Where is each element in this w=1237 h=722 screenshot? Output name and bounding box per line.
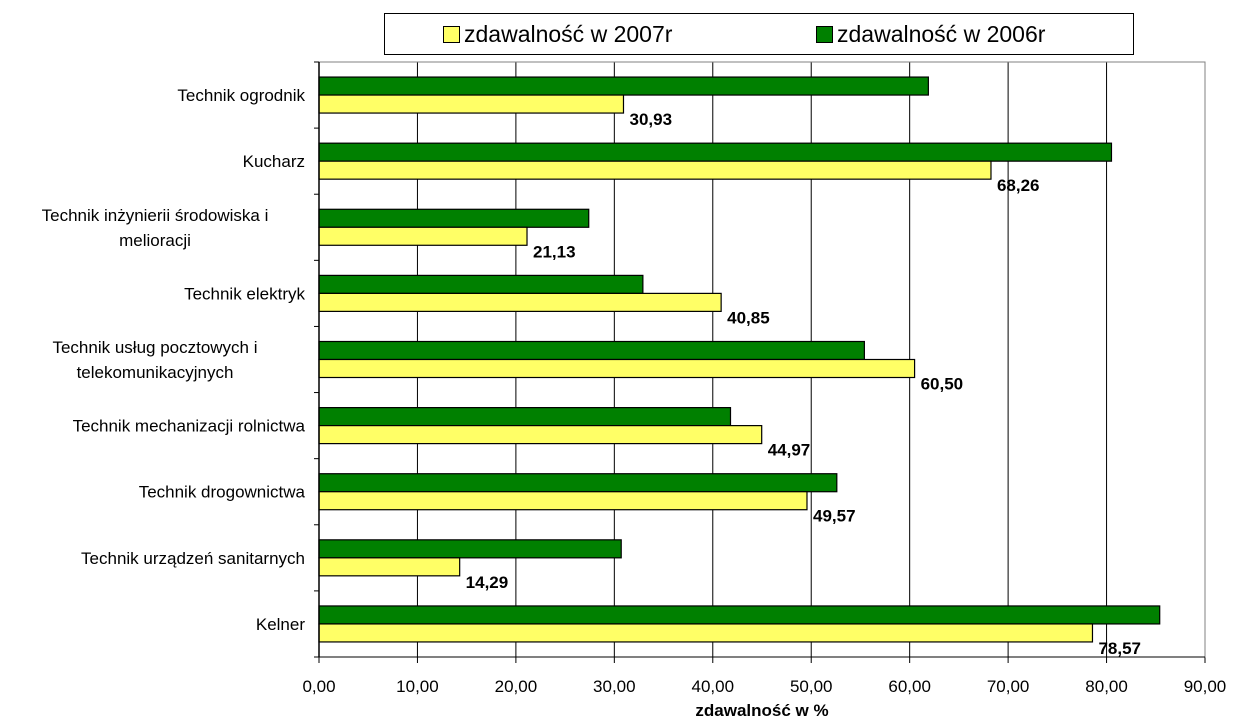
bar-2006 (318, 208, 590, 228)
axes (314, 61, 1206, 663)
bar-2007 (318, 94, 625, 114)
x-tick-label: 0,00 (302, 677, 335, 696)
data-label-2007: 21,13 (533, 242, 576, 261)
legend-item-2007: zdawalność w 2007r (443, 21, 672, 47)
bar-2007 (318, 557, 461, 577)
bar-2007 (318, 226, 528, 246)
bar-2007 (318, 358, 916, 379)
x-tick-label: 50,00 (790, 677, 833, 696)
bar-2007 (318, 292, 722, 312)
data-label-2007: 40,85 (727, 308, 770, 327)
bar-2006 (318, 539, 622, 559)
bar-2007 (318, 160, 992, 180)
x-tick-label: 90,00 (1184, 677, 1227, 696)
bars (318, 76, 1161, 643)
category-label: Technik inżynierii środowiska i melioracj… (42, 206, 269, 250)
bar-2007 (318, 425, 763, 445)
bar-2007 (318, 491, 808, 511)
bar-2007 (318, 623, 1094, 643)
data-label-2007: 68,26 (997, 176, 1040, 195)
category-label: Technik elektryk (184, 284, 305, 303)
category-label: Technik usług pocztowych i telekomunikacy… (52, 338, 257, 382)
category-label: Technik drogownictwa (139, 483, 306, 502)
legend-item-2006: zdawalność w 2006r (816, 21, 1045, 47)
category-label: Technik ogrodnik (177, 86, 305, 105)
legend-label-2007: zdawalność w 2007r (464, 21, 673, 47)
bar-2006 (318, 274, 644, 294)
legend-swatch-2006 (816, 25, 833, 43)
data-label-2007: 78,57 (1098, 639, 1141, 658)
legend-swatch-2007 (443, 25, 460, 43)
bar-2006 (318, 605, 1161, 625)
x-tick-label: 10,00 (396, 677, 439, 696)
x-tick-label: 80,00 (1085, 677, 1128, 696)
x-tick-label: 60,00 (888, 677, 931, 696)
category-label: Kelner (256, 615, 305, 634)
data-label-2007: 60,50 (921, 375, 964, 394)
x-axis-title: zdawalność w % (695, 701, 828, 720)
x-tick-label: 20,00 (495, 677, 538, 696)
data-label-2007: 49,57 (813, 507, 856, 526)
category-label: Technik mechanizacji rolnictwa (73, 417, 306, 436)
labels: 0,00 10,00 20,00 30,00 40,00 50,00 60,00 70,00 8… (42, 86, 1227, 696)
data-label-2007: 30,93 (629, 110, 672, 129)
category-label: Kucharz (243, 152, 305, 171)
legend-label-2006: zdawalność w 2006r (837, 21, 1046, 47)
data-label-2007: 44,97 (768, 441, 811, 460)
data-label-2007: 14,29 (466, 573, 509, 592)
bar-2006 (318, 76, 929, 96)
bar-2006 (318, 142, 1113, 162)
x-tick-label: 70,00 (987, 677, 1030, 696)
x-tick-label: 30,00 (593, 677, 636, 696)
bar-2006 (318, 407, 732, 427)
legend: zdawalność w 2007r zdawalność w 2006r (384, 13, 1134, 55)
bar-2006 (318, 340, 865, 361)
x-tick-label: 40,00 (692, 677, 735, 696)
bar-2006 (318, 473, 838, 493)
category-label: Technik urządzeń sanitarnych (81, 549, 305, 568)
